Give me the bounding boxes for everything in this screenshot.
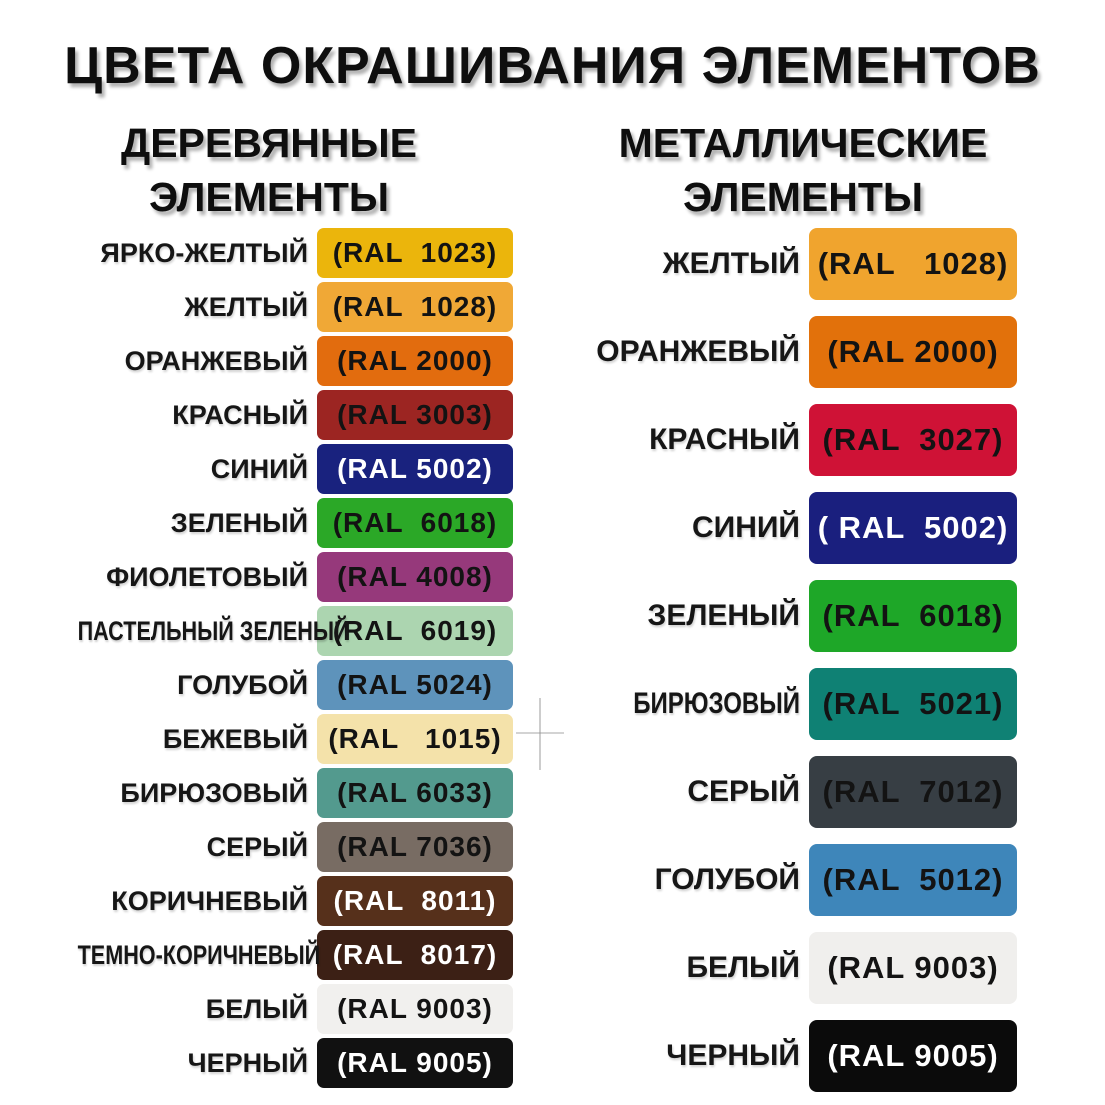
color-row: БЕЛЫЙ (RAL 9003): [20, 984, 513, 1034]
color-name-label: ОРАНЖЕВЫЙ: [596, 335, 800, 368]
color-swatch: (RAL 9005): [809, 1020, 1017, 1092]
color-row: ЗЕЛЕНЫЙ (RAL 6018): [20, 498, 513, 548]
color-row: ФИОЛЕТОВЫЙ (RAL 4008): [20, 552, 513, 602]
color-row: ЧЕРНЫЙ (RAL 9005): [20, 1038, 513, 1088]
color-row: КРАСНЫЙ (RAL 3003): [20, 390, 513, 440]
color-swatch: (RAL 1028): [317, 282, 513, 332]
color-swatch: (RAL 3003): [317, 390, 513, 440]
color-swatch: (RAL 2000): [317, 336, 513, 386]
color-swatch: ( RAL 5002): [809, 492, 1017, 564]
color-row: КОРИЧНЕВЫЙ (RAL 8011): [20, 876, 513, 926]
color-row: ГОЛУБОЙ (RAL 5024): [20, 660, 513, 710]
color-row: ТЕМНО-КОРИЧНЕВЫЙ (RAL 8017): [20, 930, 513, 980]
color-row: ГОЛУБОЙ (RAL 5012): [588, 844, 1017, 916]
color-swatch: (RAL 2000): [809, 316, 1017, 388]
color-row: ЯРКО-ЖЕЛТЫЙ (RAL 1023): [20, 228, 513, 278]
color-swatch: (RAL 8017): [317, 930, 513, 980]
color-swatch: (RAL 4008): [317, 552, 513, 602]
color-row: ОРАНЖЕВЫЙ (RAL 2000): [20, 336, 513, 386]
color-row: БИРЮЗОВЫЙ (RAL 6033): [20, 768, 513, 818]
color-swatch: (RAL 1015): [317, 714, 513, 764]
color-row: ЧЕРНЫЙ (RAL 9005): [588, 1020, 1017, 1092]
color-swatch: (RAL 8011): [317, 876, 513, 926]
color-name-label: СЕРЫЙ: [687, 775, 800, 808]
color-name-label: ЧЕРНЫЙ: [187, 1047, 308, 1078]
color-name-label: КОРИЧНЕВЫЙ: [111, 885, 308, 916]
wooden-header-line1: ДЕРЕВЯННЫЕ: [120, 120, 417, 166]
color-name-label: ЗЕЛЕНЫЙ: [170, 507, 308, 538]
color-row: КРАСНЫЙ (RAL 3027): [588, 404, 1017, 476]
metal-elements-column: ЖЕЛТЫЙ (RAL 1028) ОРАНЖЕВЫЙ (RAL 2000) КРАСН…: [588, 228, 1017, 1105]
color-name-label: ОРАНЖЕВЫЙ: [124, 345, 308, 376]
color-row: ЖЕЛТЫЙ (RAL 1028): [20, 282, 513, 332]
color-row: ПАСТЕЛЬНЫЙ ЗЕЛЕНЫЙ (RAL 6019): [20, 606, 513, 656]
page-title: ЦВЕТА ОКРАШИВАНИЯ ЭЛЕМЕНТОВ: [64, 37, 1041, 95]
color-swatch: (RAL 5002): [317, 444, 513, 494]
color-swatch: (RAL 5021): [809, 668, 1017, 740]
color-swatch: (RAL 9003): [317, 984, 513, 1034]
color-row: БЕЛЫЙ (RAL 9003): [588, 932, 1017, 1004]
color-swatch: (RAL 6019): [317, 606, 513, 656]
color-name-label: КРАСНЫЙ: [649, 423, 800, 456]
color-swatch: (RAL 1028): [809, 228, 1017, 300]
color-name-label: СЕРЫЙ: [206, 831, 308, 862]
color-name-label: БЕЛЫЙ: [205, 993, 308, 1024]
color-row: ЖЕЛТЫЙ (RAL 1028): [588, 228, 1017, 300]
color-name-label: ГОЛУБОЙ: [177, 669, 308, 700]
color-row: БИРЮЗОВЫЙ (RAL 5021): [588, 668, 1017, 740]
color-swatch: (RAL 7036): [317, 822, 513, 872]
wooden-header-line2: ЭЛЕМЕНТЫ: [148, 174, 389, 221]
color-row: СЕРЫЙ (RAL 7012): [588, 756, 1017, 828]
color-name-label: БИРЮЗОВЫЙ: [120, 777, 308, 808]
cursor-artifact-vertical-line: [539, 698, 541, 770]
color-swatch: (RAL 6018): [809, 580, 1017, 652]
color-row: СИНИЙ (RAL 5002): [20, 444, 513, 494]
color-name-label: БИРЮЗОВЫЙ: [633, 687, 800, 720]
color-swatch: (RAL 9003): [809, 932, 1017, 1004]
color-swatch: (RAL 1023): [317, 228, 513, 278]
color-name-label: ЖЕЛТЫЙ: [662, 247, 800, 280]
color-swatch: (RAL 5012): [809, 844, 1017, 916]
color-name-label: ТЕМНО-КОРИЧНЕВЫЙ: [77, 939, 321, 970]
color-row: СИНИЙ ( RAL 5002): [588, 492, 1017, 564]
color-name-label: КРАСНЫЙ: [172, 399, 308, 430]
color-swatch: (RAL 3027): [809, 404, 1017, 476]
color-swatch: (RAL 6033): [317, 768, 513, 818]
color-name-label: ЖЕЛТЫЙ: [184, 291, 308, 322]
color-name-label: СИНИЙ: [210, 453, 308, 484]
color-row: ЗЕЛЕНЫЙ (RAL 6018): [588, 580, 1017, 652]
color-name-label: ЗЕЛЕНЫЙ: [647, 599, 800, 632]
color-swatch: (RAL 5024): [317, 660, 513, 710]
color-name-label: ФИОЛЕТОВЫЙ: [106, 561, 308, 592]
color-name-label: ЧЕРНЫЙ: [666, 1039, 800, 1072]
metal-elements-header: МЕТАЛЛИЧЕСКИЕ ЭЛЕМЕНТЫ: [588, 116, 1018, 224]
color-swatch: (RAL 6018): [317, 498, 513, 548]
color-name-label: ЯРКО-ЖЕЛТЫЙ: [100, 237, 308, 268]
color-swatch: (RAL 9005): [317, 1038, 513, 1088]
color-row: ОРАНЖЕВЫЙ (RAL 2000): [588, 316, 1017, 388]
metal-header-line1: МЕТАЛЛИЧЕСКИЕ: [618, 120, 988, 166]
color-swatch: (RAL 7012): [809, 756, 1017, 828]
color-row: СЕРЫЙ (RAL 7036): [20, 822, 513, 872]
color-name-label: ГОЛУБОЙ: [654, 863, 800, 896]
color-row: БЕЖЕВЫЙ (RAL 1015): [20, 714, 513, 764]
color-name-label: БЕЖЕВЫЙ: [162, 723, 308, 754]
cursor-artifact-horizontal-line: [516, 732, 564, 734]
color-name-label: БЕЛЫЙ: [686, 951, 800, 984]
wooden-elements-header: ДЕРЕВЯННЫЕ ЭЛЕМЕНТЫ: [20, 116, 518, 224]
wooden-elements-column: ЯРКО-ЖЕЛТЫЙ (RAL 1023) ЖЕЛТЫЙ (RAL 1028) ОРА…: [20, 228, 513, 1092]
metal-header-line2: ЭЛЕМЕНТЫ: [682, 174, 923, 221]
color-name-label: СИНИЙ: [691, 511, 800, 544]
color-name-label: ПАСТЕЛЬНЫЙ ЗЕЛЕНЫЙ: [77, 615, 350, 646]
